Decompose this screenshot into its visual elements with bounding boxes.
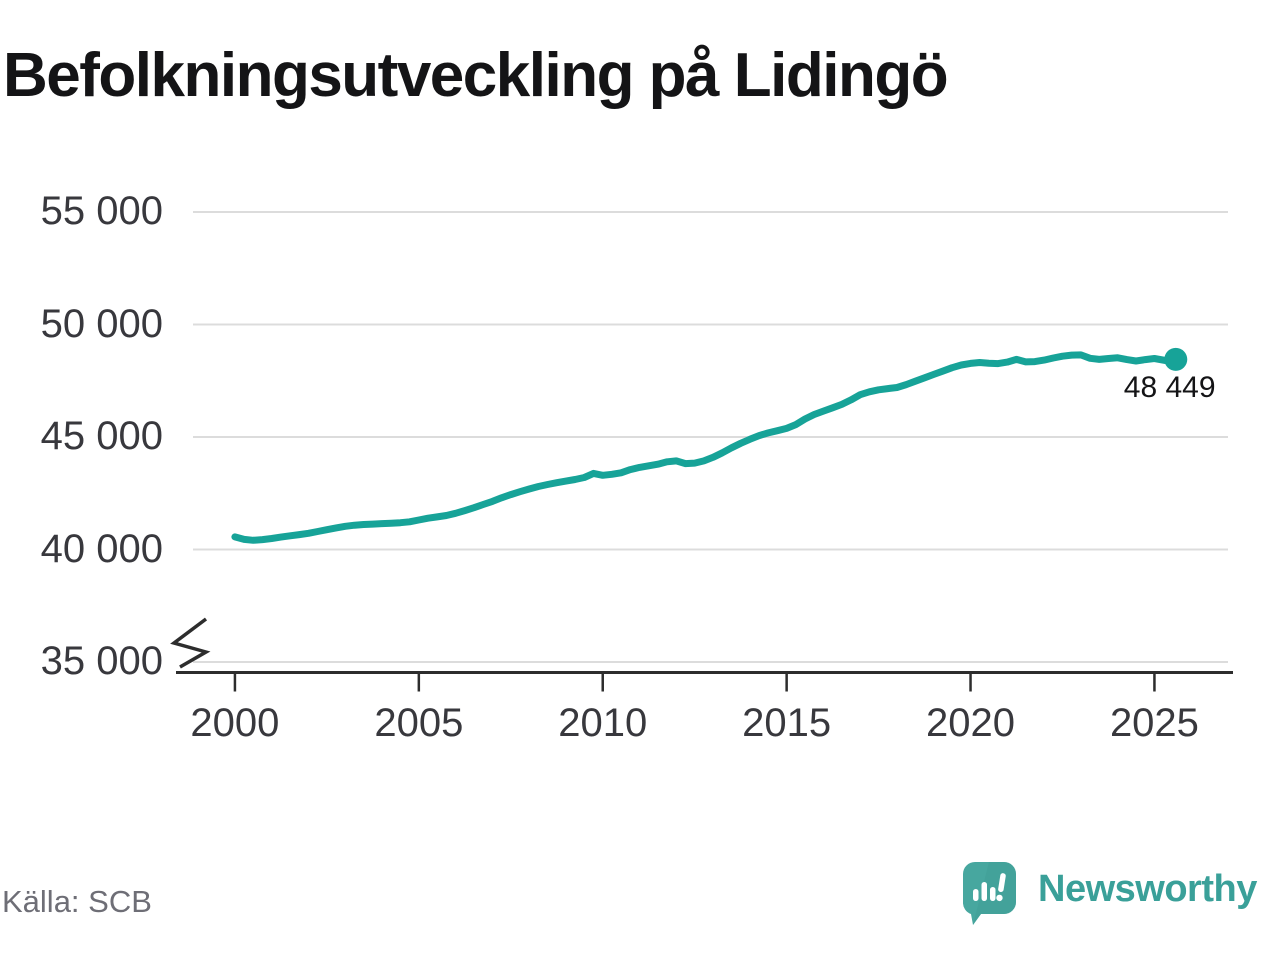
y-tick-label: 50 000: [40, 301, 163, 346]
x-tick-label: 2015: [742, 701, 832, 745]
source-label: Källa: SCB: [2, 884, 152, 919]
x-tick-label: 2025: [1109, 701, 1199, 745]
newsworthy-wordmark: Newsworthy: [1038, 868, 1257, 910]
y-tick-label: 40 000: [40, 526, 163, 571]
newsworthy-logo-icon: [963, 862, 1016, 925]
x-tick-label: 2005: [374, 701, 464, 745]
newsworthy-logo: Newsworthy: [963, 862, 1257, 926]
y-tick-label: 35 000: [40, 639, 163, 683]
latest-value-label: 48 449: [1123, 371, 1216, 405]
y-tick-label: 55 000: [40, 189, 163, 233]
x-tick-label: 2010: [558, 701, 648, 745]
axis-break-icon: [170, 617, 211, 669]
x-tick-label: 2000: [190, 701, 280, 745]
y-tick-label: 45 000: [40, 414, 163, 458]
population-line: [231, 351, 1180, 544]
chart-title: Befolkningsutveckling på Lidingö: [3, 41, 949, 110]
x-tick-label: 2020: [926, 701, 1016, 745]
latest-value-dot: [1164, 347, 1188, 371]
